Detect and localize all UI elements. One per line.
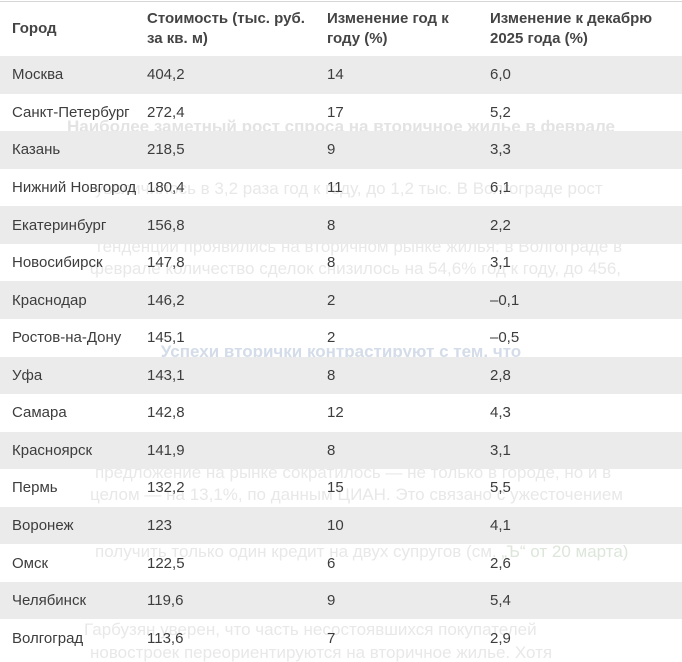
cell-city: Челябинск	[12, 592, 87, 610]
cell-dec: 2,2	[490, 216, 511, 234]
cell-city: Краснодар	[12, 291, 87, 309]
cell-price: 142,8	[147, 404, 185, 422]
table-row: Воронеж 123 10 4,1	[0, 506, 682, 545]
cell-dec: 5,5	[490, 479, 511, 497]
cell-city: Ростов-на-Дону	[12, 329, 122, 347]
cell-yoy: 15	[327, 479, 344, 497]
table-row: Екатеринбург 156,8 8 2,2	[0, 206, 682, 244]
cell-price: 119,6	[147, 592, 184, 610]
article-bg-line: Гарбузян уверен, что часть несостоявшихс…	[84, 620, 537, 639]
cell-dec: 2,6	[490, 554, 511, 572]
cell-yoy: 8	[327, 254, 336, 272]
cell-price: 145,1	[147, 329, 185, 347]
article-bg-heading: Наиболее заметный рост спроса на вторичн…	[66, 117, 615, 136]
cell-dec: 3,1	[490, 254, 511, 272]
cell-yoy: 2	[327, 329, 336, 347]
cell-city: Новосибирск	[12, 254, 103, 272]
table-row: Краснодар 146,2 2 –0,1	[0, 281, 682, 319]
cell-dec: 5,2	[490, 103, 511, 121]
cell-price: 122,5	[147, 554, 185, 572]
table-row: Санкт-Петербург 272,4 17 5,2	[0, 94, 682, 132]
cell-price: 180,4	[147, 178, 185, 196]
cell-yoy: 12	[327, 404, 344, 422]
col-header-yoy: Изменение год к году (%)	[327, 10, 449, 47]
cell-city: Волгоград	[12, 629, 84, 647]
cell-yoy: 17	[327, 103, 344, 121]
cell-dec: 3,1	[490, 441, 511, 459]
cell-price: 143,1	[147, 366, 185, 384]
cell-price: 146,2	[147, 291, 185, 309]
table-row: Самара 142,8 12 4,3	[0, 394, 682, 432]
cell-yoy: 8	[327, 366, 336, 384]
table-row: Москва 404,2 14 6,0	[0, 56, 682, 94]
cell-city: Казань	[12, 141, 61, 159]
cell-dec: 6,1	[490, 178, 511, 196]
cell-city: Омск	[12, 554, 49, 572]
table-row: Новосибирск 147,8 8 3,1	[0, 244, 682, 282]
article-bg-line: получить только один кредит на двух супр…	[95, 543, 628, 560]
table-row: Казань 218,5 9 3,3	[0, 131, 682, 169]
cell-dec: 3,3	[490, 141, 511, 159]
cell-city: Екатеринбург	[12, 216, 107, 234]
article-bg-line: целом — на 13,1%, по данным ЦИАН. Это св…	[90, 485, 623, 504]
cell-price: 113,6	[147, 629, 184, 647]
article-bg-heading: Успехи вторички контрастируют с тем, что	[160, 342, 522, 361]
cell-city: Самара	[12, 404, 67, 422]
cell-yoy: 9	[327, 141, 336, 159]
cell-price: 272,4	[147, 103, 185, 121]
cell-price: 141,9	[147, 441, 185, 459]
cell-city: Нижний Новгород	[12, 178, 137, 196]
cell-yoy: 9	[327, 592, 336, 610]
cell-price: 123	[147, 517, 173, 535]
table-header-row: Город Стоимость (тыс. руб. за кв. м) Изм…	[0, 1, 682, 56]
cell-yoy: 11	[327, 178, 343, 196]
cell-city: Санкт-Петербург	[12, 103, 130, 121]
cell-dec: –0,5	[490, 329, 520, 347]
cell-city: Воронеж	[12, 517, 74, 535]
cell-price: 404,2	[147, 66, 185, 84]
cell-yoy: 7	[327, 629, 336, 647]
cell-price: 132,2	[147, 479, 185, 497]
table-row: Челябинск 119,6 9 5,4	[0, 581, 682, 620]
cell-yoy: 2	[327, 291, 336, 309]
cell-yoy: 10	[327, 517, 344, 535]
cell-price: 156,8	[147, 216, 185, 234]
cell-city: Красноярск	[12, 441, 93, 459]
cell-yoy: 6	[327, 554, 336, 572]
article-bg-line: новостроек переориентируются на вторично…	[90, 643, 553, 662]
table-row: Ростов-на-Дону 145,1 2 –0,5	[0, 319, 682, 357]
article-bg-line: увеличилось в 3,2 раза год к году, до 1,…	[95, 179, 603, 198]
cell-dec: 4,3	[490, 404, 511, 422]
cell-dec: 6,0	[490, 66, 511, 84]
table-row: Омск 122,5 6 2,6	[0, 544, 682, 582]
cell-city: Уфа	[12, 366, 43, 384]
table-row: Красноярск 141,9 8 3,1	[0, 431, 682, 470]
article-bg-line-text: получить только один кредит на двух супр…	[95, 542, 502, 561]
cell-city: Москва	[12, 66, 64, 84]
cell-dec: –0,1	[490, 291, 520, 309]
table-body: Москва 404,2 14 6,0 Санкт-Петербург 272,…	[0, 56, 682, 657]
table-row: Нижний Новгород 180,4 11 6,1	[0, 169, 682, 207]
cell-dec: 2,8	[490, 366, 511, 384]
cell-yoy: 8	[327, 216, 336, 234]
cell-dec: 5,4	[490, 592, 511, 610]
col-header-price: Стоимость (тыс. руб. за кв. м)	[147, 10, 305, 47]
cell-dec: 2,9	[490, 629, 511, 647]
table-row: Пермь 132,2 15 5,5	[0, 469, 682, 507]
table-row: Волгоград 113,6 7 2,9	[0, 619, 682, 657]
table-row: Уфа 143,1 8 2,8	[0, 356, 682, 395]
cell-price: 218,5	[147, 141, 185, 159]
cell-price: 147,8	[147, 254, 185, 272]
col-header-city: Город	[12, 20, 57, 37]
cell-city: Пермь	[12, 479, 58, 497]
cell-dec: 4,1	[490, 517, 511, 535]
col-header-dec: Изменение к декабрю 2025 года (%)	[490, 10, 653, 47]
article-bg-line: феврале количество сделок снизилось на 5…	[90, 259, 622, 278]
cell-yoy: 14	[327, 66, 344, 84]
article-bg-link-fragment: „Ъ“ от 20 марта)	[501, 542, 629, 561]
cell-yoy: 8	[327, 441, 336, 459]
